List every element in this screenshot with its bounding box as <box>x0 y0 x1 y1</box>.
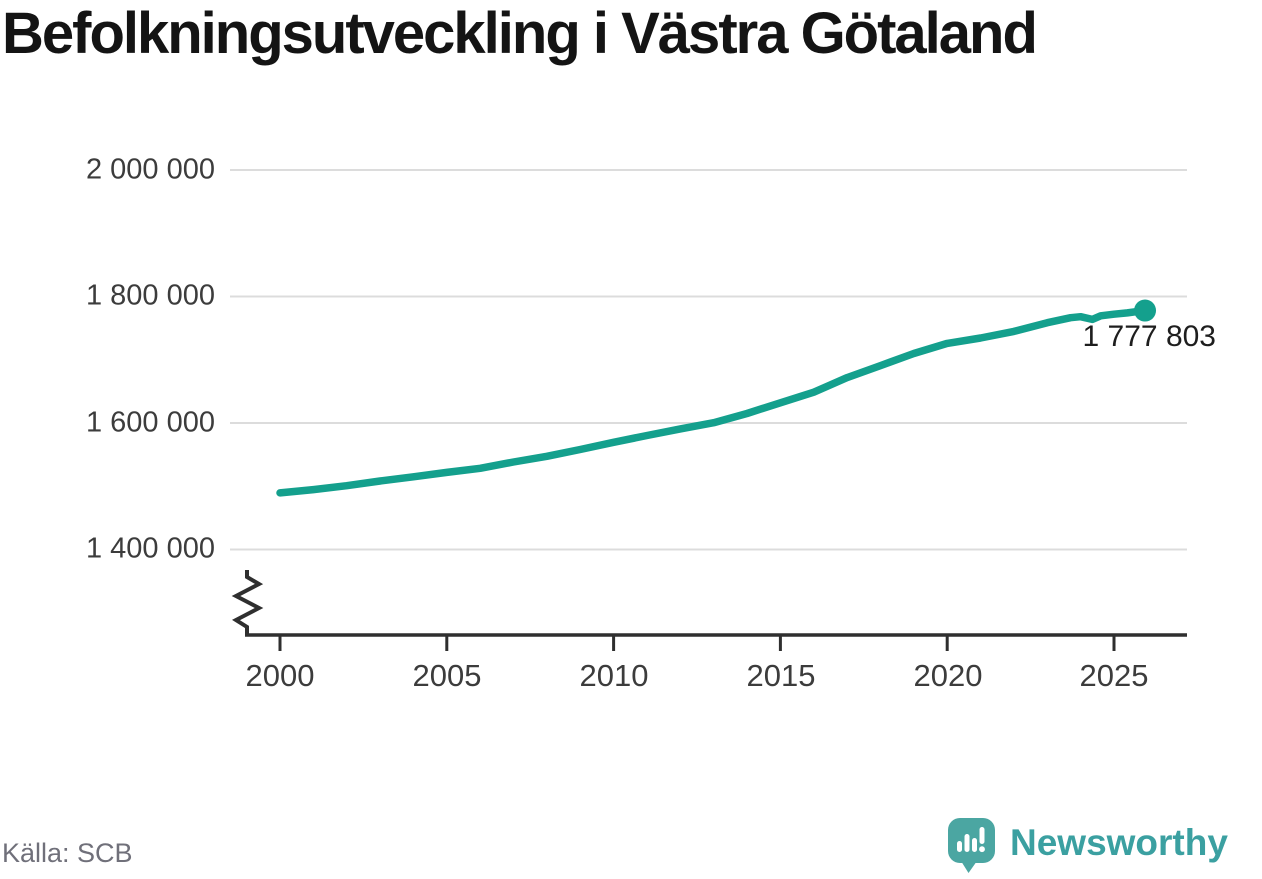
x-axis-tick-label: 2015 <box>746 658 816 693</box>
y-axis-tick-label: 2 000 000 <box>85 153 215 186</box>
newsworthy-logo-text: Newsworthy <box>1010 822 1228 863</box>
newsworthy-logo-icon <box>948 818 995 873</box>
y-axis-tick-label: 1 400 000 <box>85 532 215 565</box>
population-line <box>276 306 1149 497</box>
latest-value-label: 1 777 803 <box>1082 320 1216 353</box>
axis-break-icon <box>231 570 264 634</box>
x-axis-tick-label: 2000 <box>245 658 315 693</box>
chart-title: Befolkningsutveckling i Västra Götaland <box>2 1 1038 66</box>
x-axis-tick-label: 2005 <box>412 658 482 693</box>
newsworthy-logo: Newsworthy <box>946 814 1262 874</box>
x-axis-tick-label: 2025 <box>1079 658 1149 693</box>
y-axis-tick-label: 1 600 000 <box>85 406 215 439</box>
end-point-dot <box>1134 299 1157 322</box>
x-axis-tick-label: 2020 <box>913 658 983 693</box>
x-axis-tick-label: 2010 <box>579 658 649 693</box>
source-caption: Källa: SCB <box>2 838 133 868</box>
y-axis-tick-label: 1 800 000 <box>85 279 215 312</box>
